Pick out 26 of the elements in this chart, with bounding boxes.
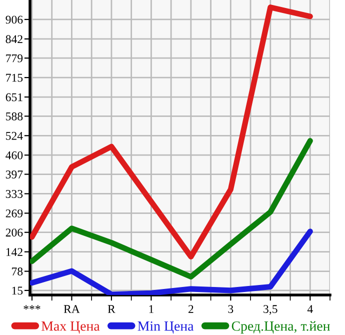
legend-label: Max Цена [42,322,100,334]
x-tick-label: R [108,305,116,313]
legend-label: Сред.Цена, т.йен [232,321,330,334]
y-tick-label: 269 [6,209,23,218]
x-tick-label: 3,5 [264,305,278,315]
x-tick-label: 2 [188,305,194,313]
x-tick-label: *** [24,305,40,310]
y-tick-label: 651 [6,93,22,102]
y-tick-label: 397 [6,170,23,178]
y-tick-label: 779 [6,54,23,62]
x-tick-label: 4 [307,305,313,313]
x-tick-label: 3 [228,305,234,314]
x-tick-label: RA [64,305,80,313]
y-tick-label: 460 [6,151,23,160]
y-tick-label: 15 [12,286,23,295]
y-tick-label: 333 [6,190,23,198]
y-tick-label: 906 [6,16,23,24]
y-tick-label: 206 [6,228,23,237]
y-tick-label: 142 [6,248,22,256]
legend-label: Min Цена [138,321,194,334]
y-tick-label: 588 [6,112,23,120]
y-tick-label: 78 [12,268,23,276]
x-tick-label: 1 [149,305,154,313]
y-tick-label: 842 [6,35,22,44]
y-tick-label: 715 [6,74,23,82]
y-tick-label: 524 [6,132,23,140]
